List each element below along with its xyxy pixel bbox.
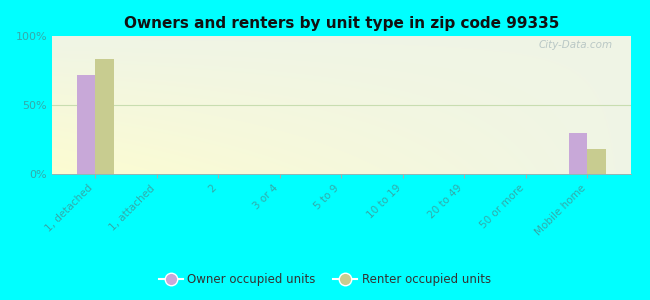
Bar — [95, 59, 114, 174]
Bar — [588, 149, 606, 174]
Bar — [569, 133, 588, 174]
Legend: Owner occupied units, Renter occupied units: Owner occupied units, Renter occupied un… — [154, 269, 496, 291]
Bar — [77, 75, 95, 174]
Text: City-Data.com: City-Data.com — [539, 40, 613, 50]
Title: Owners and renters by unit type in zip code 99335: Owners and renters by unit type in zip c… — [124, 16, 559, 31]
